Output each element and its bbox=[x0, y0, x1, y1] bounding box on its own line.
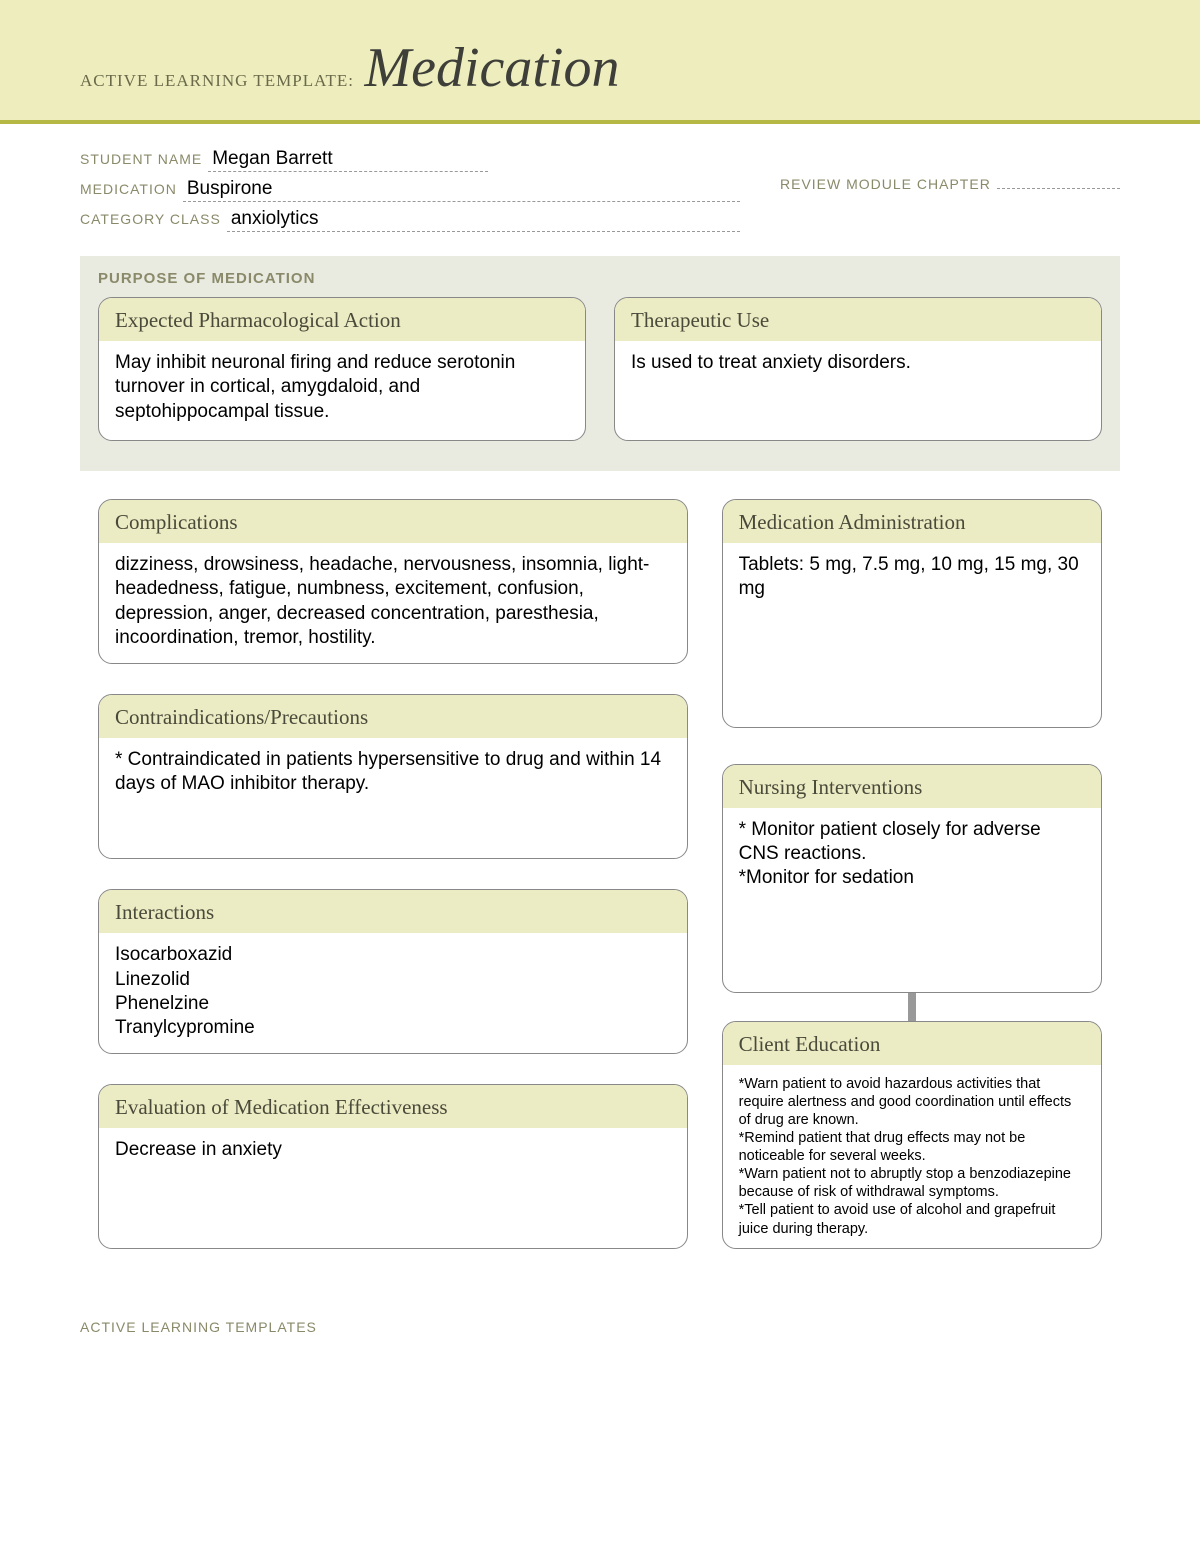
category-row: CATEGORY CLASS anxiolytics bbox=[80, 208, 740, 232]
education-box: Client Education *Warn patient to avoid … bbox=[722, 1021, 1102, 1250]
medication-row: MEDICATION Buspirone bbox=[80, 178, 740, 202]
banner-title: Medication bbox=[364, 36, 619, 100]
nursing-title: Nursing Interventions bbox=[723, 765, 1101, 810]
effectiveness-box: Evaluation of Medication Effectiveness D… bbox=[98, 1084, 688, 1249]
contraindications-title: Contraindications/Precautions bbox=[99, 695, 687, 740]
interactions-body: Isocarboxazid Linezolid Phenelzine Trany… bbox=[99, 935, 687, 1054]
therapeutic-use-title: Therapeutic Use bbox=[615, 298, 1101, 343]
pharm-action-title: Expected Pharmacological Action bbox=[99, 298, 585, 343]
left-column: Complications dizziness, drowsiness, hea… bbox=[98, 499, 688, 1250]
review-chapter-row: REVIEW MODULE CHAPTER bbox=[780, 176, 1120, 238]
purpose-section-label: PURPOSE OF MEDICATION bbox=[98, 270, 1120, 287]
info-block: STUDENT NAME Megan Barrett MEDICATION Bu… bbox=[0, 124, 1200, 256]
therapeutic-use-box: Therapeutic Use Is used to treat anxiety… bbox=[614, 297, 1102, 441]
nursing-body: * Monitor patient closely for adverse CN… bbox=[723, 810, 1101, 960]
administration-box: Medication Administration Tablets: 5 mg,… bbox=[722, 499, 1102, 728]
therapeutic-use-body: Is used to treat anxiety disorders. bbox=[615, 343, 1101, 403]
education-title: Client Education bbox=[723, 1022, 1101, 1067]
student-name-row: STUDENT NAME Megan Barrett bbox=[80, 148, 740, 172]
interactions-box: Interactions Isocarboxazid Linezolid Phe… bbox=[98, 889, 688, 1054]
category-label: CATEGORY CLASS bbox=[80, 211, 221, 227]
footer-label: ACTIVE LEARNING TEMPLATES bbox=[0, 1249, 1200, 1335]
pharm-action-body: May inhibit neuronal firing and reduce s… bbox=[99, 343, 585, 440]
page: ACTIVE LEARNING TEMPLATE: Medication STU… bbox=[0, 0, 1200, 1375]
contraindications-body: * Contraindicated in patients hypersensi… bbox=[99, 740, 687, 850]
review-label: REVIEW MODULE CHAPTER bbox=[780, 176, 991, 192]
pharm-action-box: Expected Pharmacological Action May inhi… bbox=[98, 297, 586, 441]
effectiveness-body: Decrease in anxiety bbox=[99, 1130, 687, 1249]
review-value bbox=[997, 188, 1120, 189]
main-grid: Complications dizziness, drowsiness, hea… bbox=[0, 471, 1200, 1250]
medication-label: MEDICATION bbox=[80, 181, 177, 197]
complications-box: Complications dizziness, drowsiness, hea… bbox=[98, 499, 688, 664]
purpose-section: PURPOSE OF MEDICATION Expected Pharmacol… bbox=[80, 256, 1120, 471]
student-name-label: STUDENT NAME bbox=[80, 151, 202, 167]
connector-line bbox=[908, 993, 916, 1021]
medication-value: Buspirone bbox=[183, 178, 740, 202]
contraindications-box: Contraindications/Precautions * Contrain… bbox=[98, 694, 688, 859]
administration-title: Medication Administration bbox=[723, 500, 1101, 545]
complications-title: Complications bbox=[99, 500, 687, 545]
nursing-box: Nursing Interventions * Monitor patient … bbox=[722, 764, 1102, 993]
interactions-title: Interactions bbox=[99, 890, 687, 935]
banner: ACTIVE LEARNING TEMPLATE: Medication bbox=[0, 0, 1200, 124]
category-value: anxiolytics bbox=[227, 208, 740, 232]
complications-body: dizziness, drowsiness, headache, nervous… bbox=[99, 545, 687, 664]
administration-body: Tablets: 5 mg, 7.5 mg, 10 mg, 15 mg, 30 … bbox=[723, 545, 1101, 728]
right-column: Medication Administration Tablets: 5 mg,… bbox=[722, 499, 1102, 1250]
effectiveness-title: Evaluation of Medication Effectiveness bbox=[99, 1085, 687, 1130]
banner-prefix: ACTIVE LEARNING TEMPLATE: bbox=[80, 71, 354, 91]
student-name-value: Megan Barrett bbox=[208, 148, 488, 172]
education-body: *Warn patient to avoid hazardous activit… bbox=[723, 1067, 1101, 1250]
